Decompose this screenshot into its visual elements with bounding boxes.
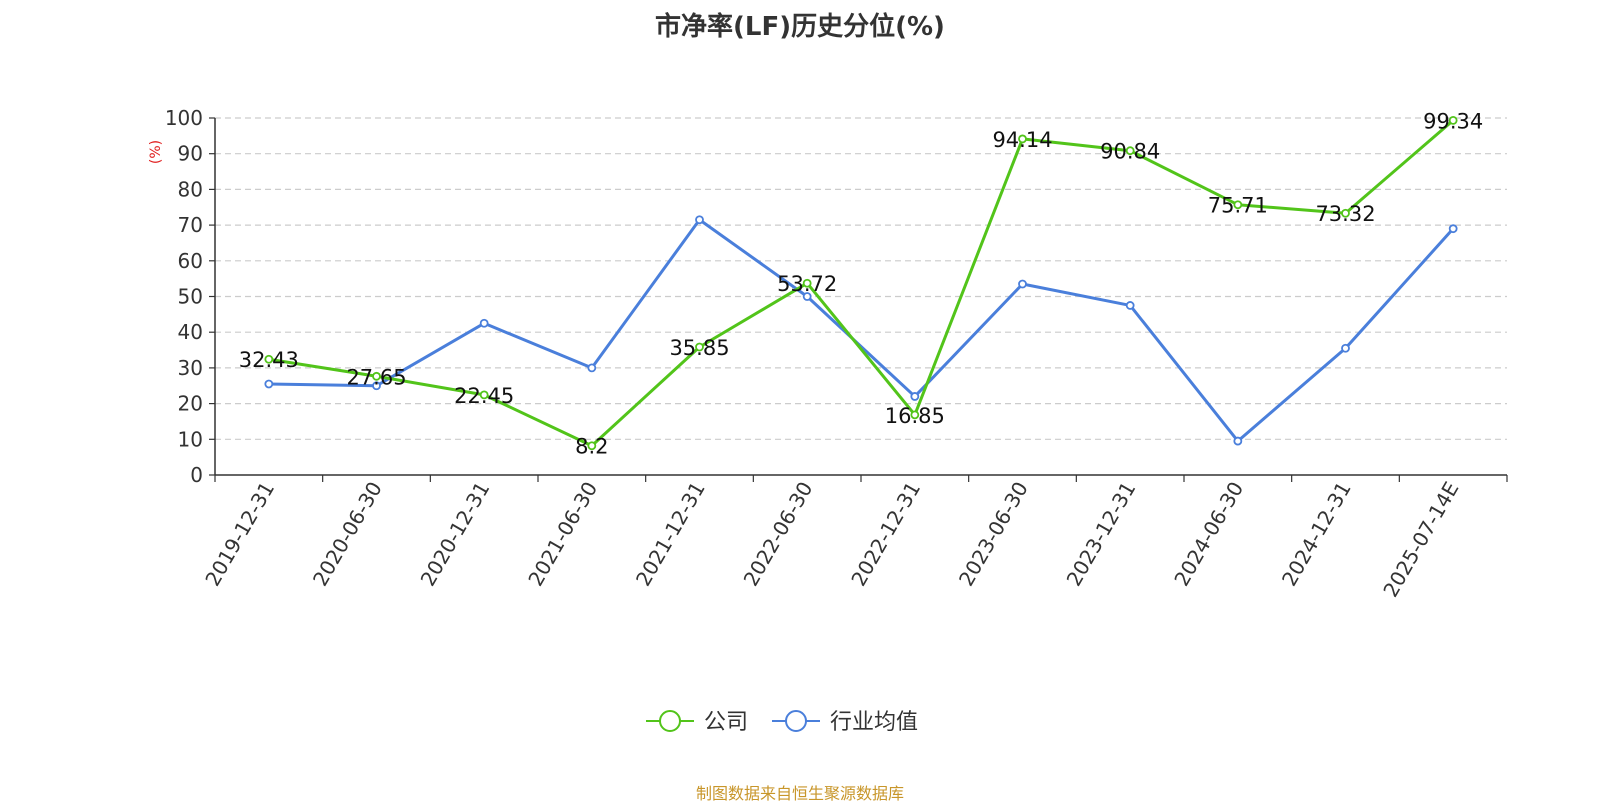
x-tick-label: 2023-06-30	[954, 478, 1033, 591]
data-point	[910, 392, 920, 401]
data-label: 75.71	[1208, 194, 1268, 218]
source-note: 制图数据来自恒生聚源数据库	[695, 784, 904, 803]
x-tick-label: 2023-12-31	[1062, 478, 1141, 591]
y-tick-label: 0	[190, 463, 203, 487]
legend-label[interactable]: 行业均值	[830, 710, 918, 735]
y-axis-label: (%)	[148, 140, 164, 164]
data-label: 94.14	[992, 128, 1052, 152]
x-tick-label: 2021-12-31	[631, 478, 710, 591]
series-lines	[264, 115, 1458, 451]
data-label: 32.43	[239, 348, 299, 372]
series-line	[268, 218, 1455, 443]
data-labels: 32.43 27.65 22.45 8.2 35.85 53.72 16.85 94.14 90…	[239, 109, 1483, 458]
data-label: 53.72	[777, 272, 837, 296]
y-tick-label: 80	[178, 177, 203, 201]
grid-lines	[215, 117, 1507, 440]
y-tick-label: 100	[165, 106, 203, 130]
data-point	[372, 371, 381, 381]
data-label: 35.85	[669, 336, 729, 360]
data-label: 8.2	[575, 435, 608, 459]
data-point	[587, 363, 597, 373]
legend-marker	[659, 710, 681, 732]
data-point	[479, 318, 489, 328]
data-point	[1233, 436, 1243, 446]
data-point	[695, 215, 704, 225]
data-point	[587, 441, 597, 451]
data-point	[1448, 115, 1458, 125]
data-point	[1018, 279, 1027, 289]
legend: 公司 行业均值	[646, 710, 918, 735]
x-tick-label: 2022-12-31	[846, 477, 925, 590]
data-label: 27.65	[346, 365, 406, 389]
data-point	[1018, 134, 1027, 144]
data-label: 22.45	[454, 384, 514, 408]
data-point	[1125, 146, 1135, 156]
x-tick-label: 2025-07-14E	[1378, 478, 1463, 602]
x-tick-label: 2020-12-31	[416, 477, 495, 590]
data-label: 16.85	[885, 404, 945, 428]
y-tick-label: 40	[178, 320, 203, 344]
data-point	[264, 379, 274, 389]
data-label: 90.84	[1100, 140, 1160, 164]
x-tick-label: 2019-12-31	[200, 478, 279, 591]
axes: 0 10 20 30 40 50 60 70 80 90 100(%) 2019-12-31 2020-…	[148, 106, 1508, 602]
series-line	[268, 119, 1455, 448]
x-tick-label: 2020-06-30	[308, 478, 387, 591]
legend-label[interactable]: 公司	[704, 710, 748, 735]
data-point	[695, 342, 704, 352]
data-label: 99.34	[1423, 109, 1483, 133]
data-point	[910, 410, 920, 420]
data-point	[479, 390, 489, 400]
data-point	[264, 354, 274, 364]
x-tick-label: 2021-06-30	[523, 478, 602, 591]
x-tick-label: 2024-12-31	[1277, 478, 1356, 591]
y-tick-label: 50	[178, 285, 203, 309]
y-tick-label: 90	[178, 142, 203, 166]
legend-marker	[785, 710, 807, 732]
data-point	[802, 278, 812, 288]
y-tick-label: 10	[178, 427, 203, 451]
y-tick-label: 20	[178, 392, 203, 416]
x-tick-label: 2024-06-30	[1169, 478, 1248, 591]
data-point	[1233, 200, 1243, 210]
data-point	[1125, 301, 1135, 310]
chart-title: 市净率(LF)历史分位(%)	[655, 12, 945, 42]
data-point	[1341, 208, 1350, 218]
data-label: 73.32	[1315, 202, 1375, 226]
data-point	[802, 292, 812, 301]
y-tick-label: 60	[178, 249, 203, 273]
y-tick-label: 70	[178, 213, 203, 237]
data-point	[1448, 224, 1458, 234]
data-point	[372, 381, 381, 391]
x-tick-label: 2022-06-30	[739, 478, 818, 591]
y-tick-label: 30	[178, 356, 203, 380]
data-point	[1341, 343, 1350, 353]
